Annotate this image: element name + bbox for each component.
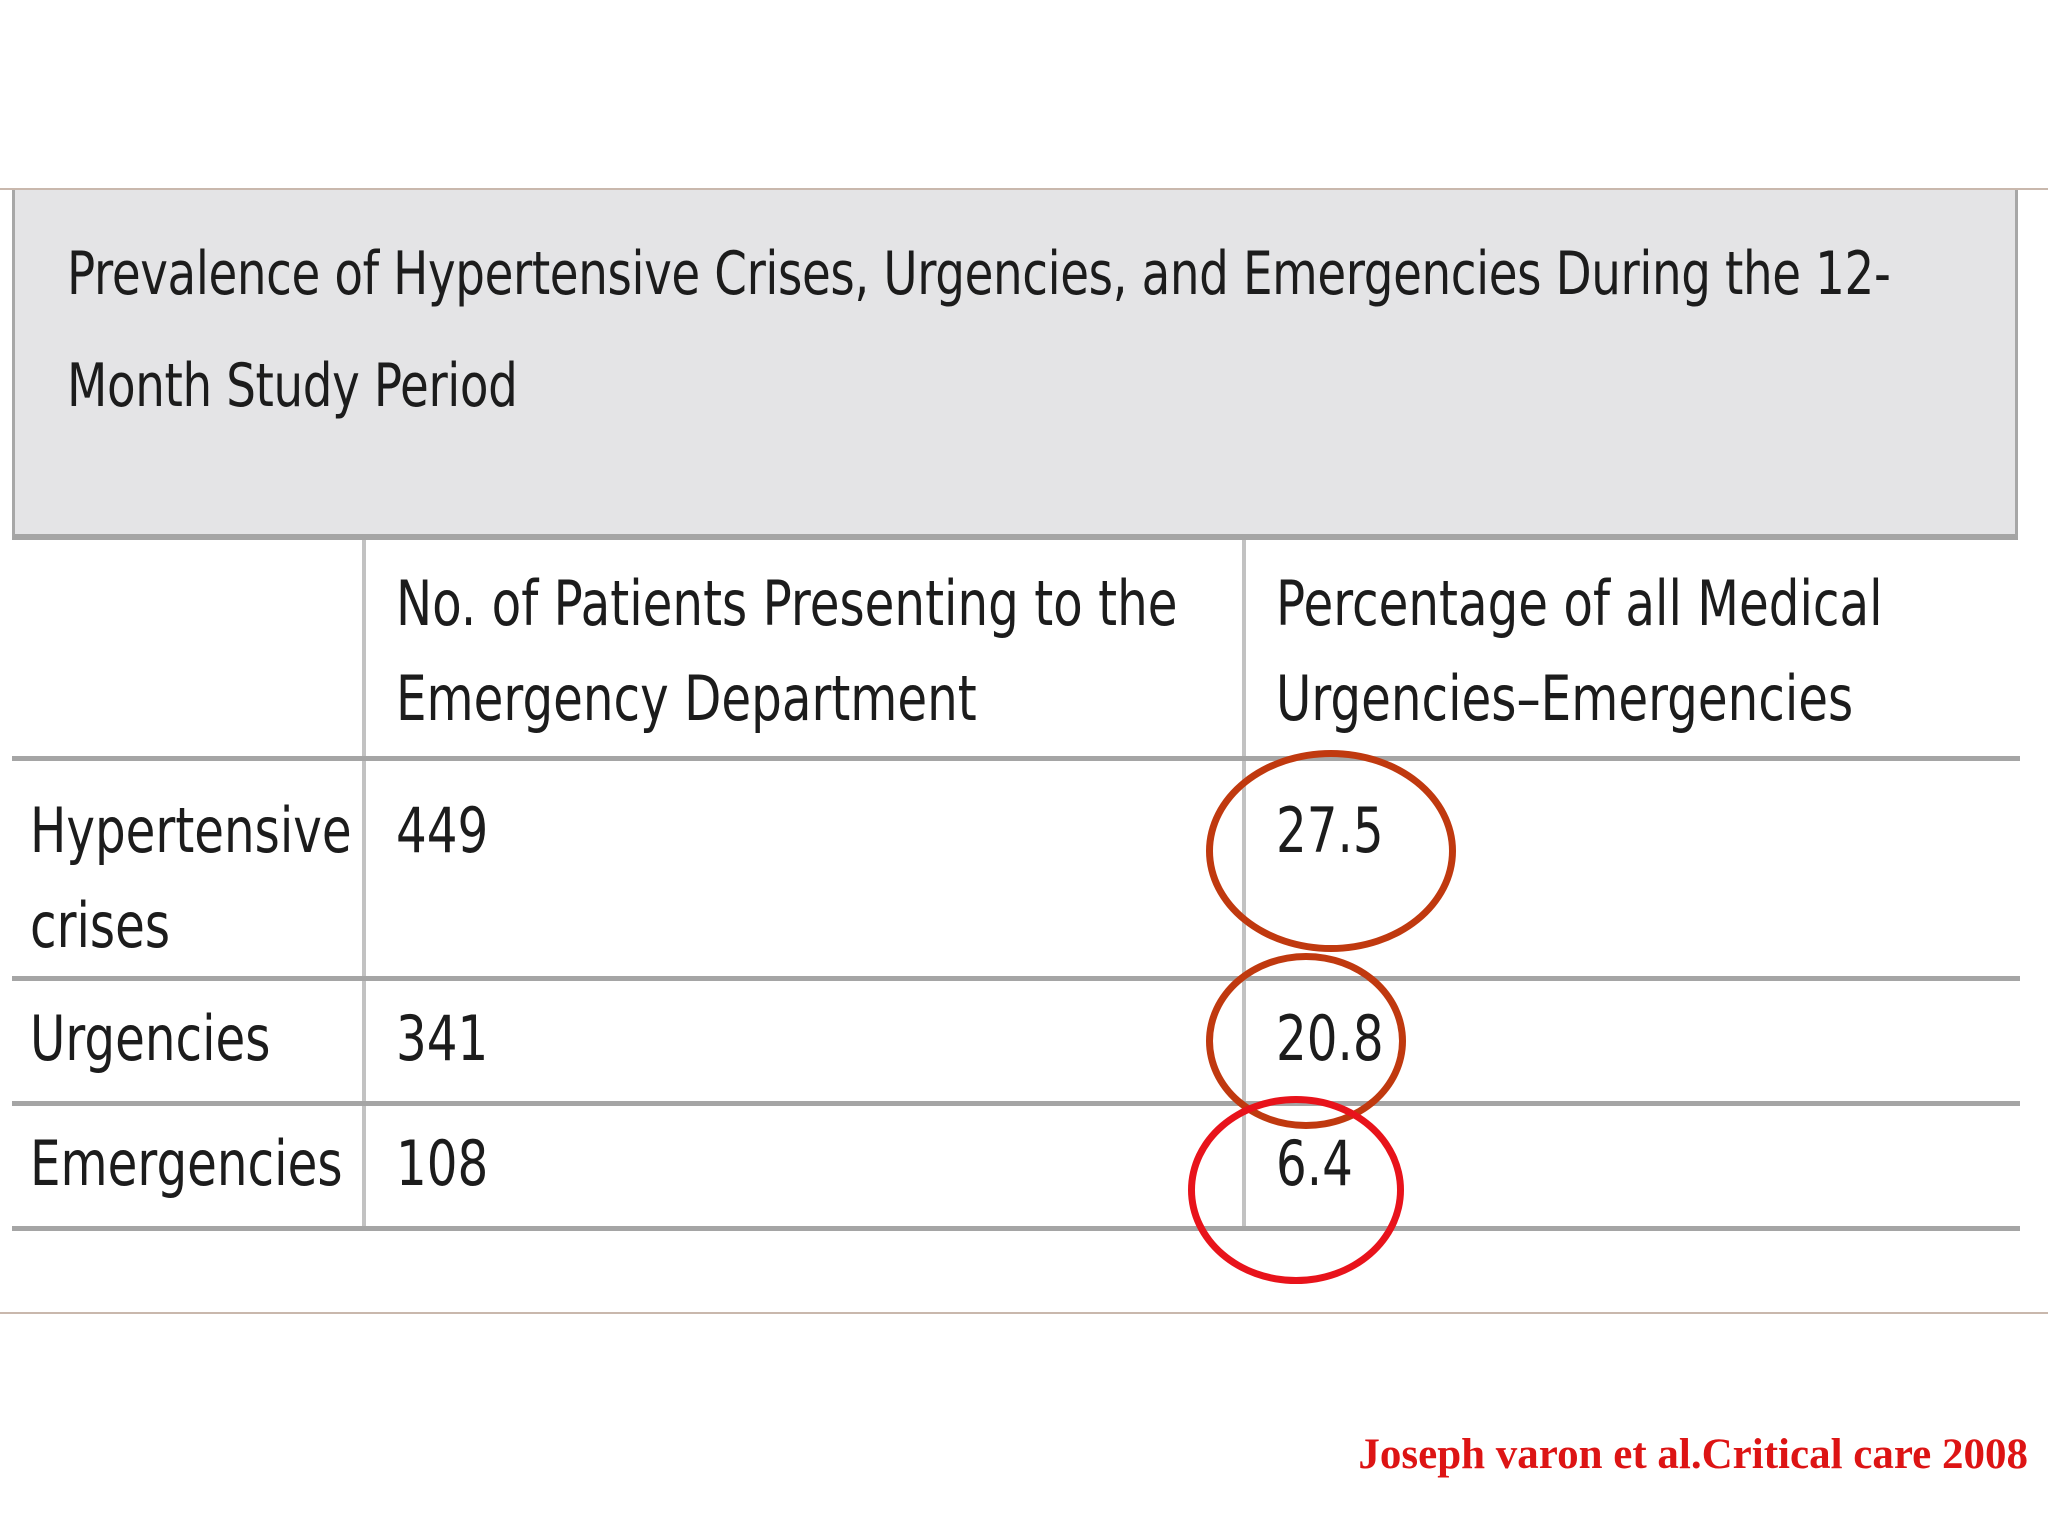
table-caption-text: Prevalence of Hypertensive Crises, Urgen…: [67, 218, 1978, 442]
table-caption: Prevalence of Hypertensive Crises, Urgen…: [12, 190, 2018, 540]
table-header-row: No. of Patients Presenting to the Emerge…: [12, 540, 2020, 761]
row-label-line-1: Hypertensive: [30, 794, 352, 867]
bottom-divider: [0, 1312, 2048, 1314]
header-percentage-line-2: Urgencies–Emergencies: [1276, 662, 1854, 735]
patients-value: 449: [396, 794, 489, 867]
patients-value: 108: [396, 1127, 489, 1200]
top-divider: [0, 188, 2048, 190]
header-percentage-line-1: Percentage of all Medical: [1276, 567, 1883, 640]
patients-cell: 341: [362, 981, 1242, 1101]
citation: Joseph varon et al.Critical care 2008: [1358, 1431, 2028, 1478]
header-cell-empty: [12, 540, 362, 756]
row-label-cell: Hypertensive crises: [12, 761, 362, 976]
caption-line-2: Month Study Period: [67, 351, 518, 421]
header-patients-line-2: Emergency Department: [396, 662, 977, 735]
caption-line-1: Prevalence of Hypertensive Crises, Urgen…: [67, 239, 1891, 309]
highlight-ring-crises: [1206, 750, 1456, 952]
patients-cell: 108: [362, 1106, 1242, 1226]
header-cell-percentage: Percentage of all Medical Urgencies–Emer…: [1242, 540, 2020, 756]
prevalence-table: Prevalence of Hypertensive Crises, Urgen…: [12, 190, 2020, 1242]
table-row: Hypertensive crises 449 27.5: [12, 761, 2020, 981]
highlight-ring-emergencies: [1188, 1096, 1404, 1284]
row-label: Emergencies: [30, 1127, 343, 1200]
table-row: Urgencies 341 20.8: [12, 981, 2020, 1106]
row-label-cell: Emergencies: [12, 1106, 362, 1226]
patients-value: 341: [396, 1002, 489, 1075]
row-label: Urgencies: [30, 1002, 271, 1075]
table-row: Emergencies 108 6.4: [12, 1106, 2020, 1231]
row-label-line-2: crises: [30, 889, 171, 962]
patients-cell: 449: [362, 761, 1242, 976]
row-label-cell: Urgencies: [12, 981, 362, 1101]
header-cell-patients: No. of Patients Presenting to the Emerge…: [362, 540, 1242, 756]
header-patients-line-1: No. of Patients Presenting to the: [396, 567, 1178, 640]
